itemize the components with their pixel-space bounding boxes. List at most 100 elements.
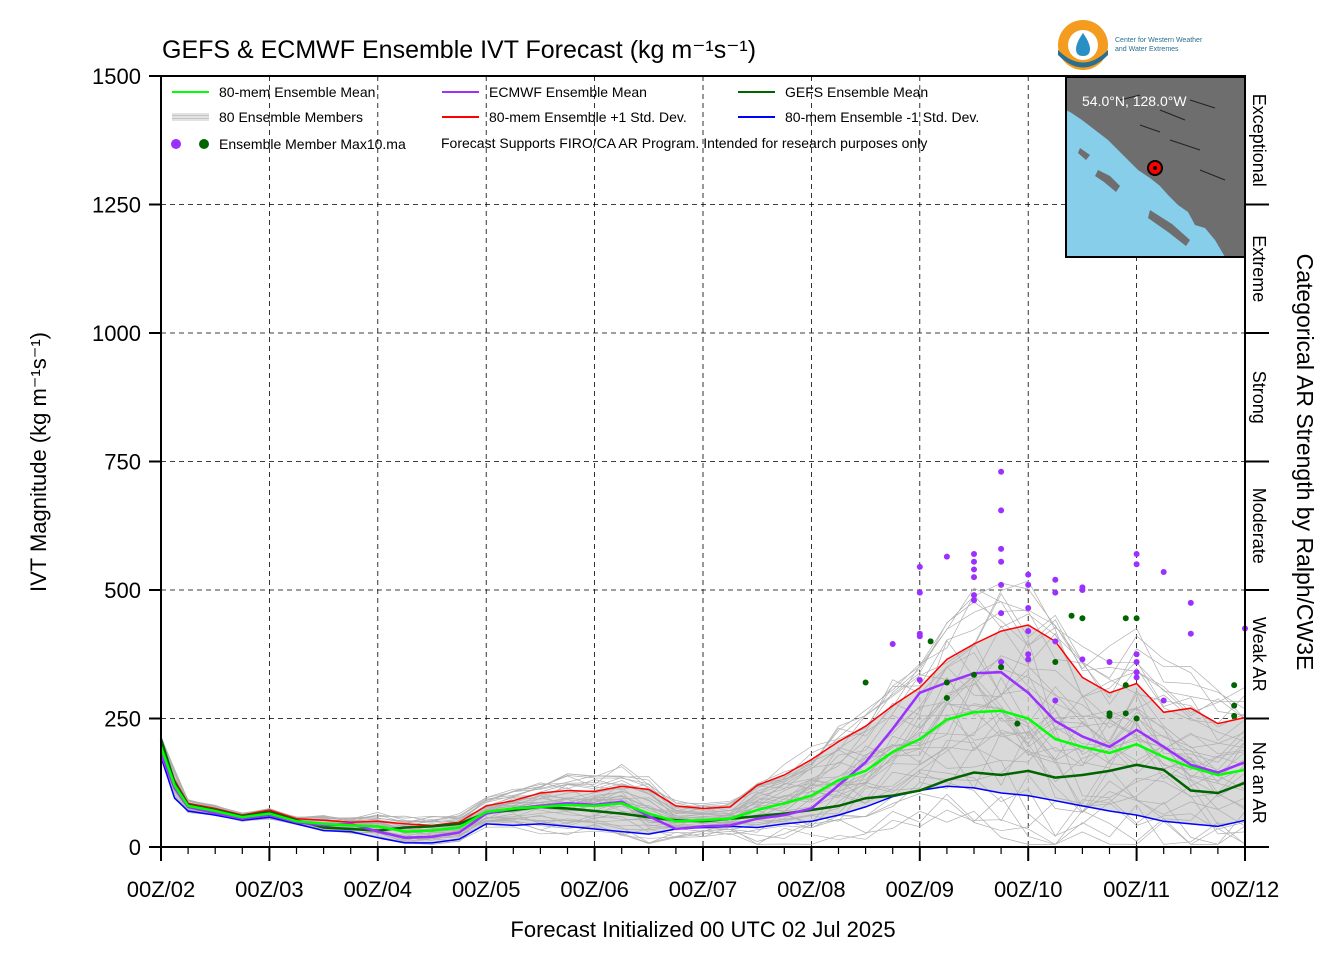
ecmwf-max-point [971, 597, 977, 604]
x-tick-label: 00Z/12 [1211, 877, 1280, 902]
legend-ecmwf-dot [171, 139, 181, 149]
ecmwf-max-point [971, 566, 977, 573]
ecmwf-max-point [998, 658, 1005, 665]
ecmwf-max-point [1052, 576, 1059, 583]
ecmwf-max-point [998, 545, 1005, 552]
y-tick-label: 1250 [92, 193, 141, 218]
category-label: Moderate [1249, 488, 1269, 564]
ecmwf-max-point [916, 589, 923, 596]
ecmwf-max-point [1079, 587, 1086, 593]
ar-categories: Not an AR Weak AR Moderate Strong Extreme Exc… [1245, 94, 1269, 848]
y-tick-label: 500 [104, 578, 141, 603]
x-tick-label: 00Z/09 [886, 877, 955, 902]
right-axis-label: Categorical AR Strength by Ralph/CW3E [1292, 254, 1318, 671]
legend-label: Ensemble Member Max10.ma [219, 136, 406, 152]
x-axis-label: Forecast Initialized 00 UTC 02 Jul 2025 [510, 917, 895, 942]
ecmwf-max-point [1052, 697, 1059, 704]
legend-label: 80-mem Ensemble -1 Std. Dev. [785, 109, 979, 125]
y-tick-label: 1000 [92, 321, 141, 346]
island [1078, 148, 1090, 160]
gefs-max-point [1079, 615, 1086, 622]
x-tick-label: 00Z/08 [777, 877, 846, 902]
gefs-max-point [1231, 682, 1238, 689]
legend-label: ECMWF Ensemble Mean [489, 84, 647, 100]
x-tick-label: 00Z/10 [994, 877, 1063, 902]
inset-map: 54.0°N, 128.0°W [1065, 76, 1246, 258]
gefs-max-point [1106, 710, 1113, 717]
y-axis-label: IVT Magnitude (kg m⁻¹s⁻¹) [26, 332, 51, 592]
ecmwf-max-point [1160, 569, 1167, 576]
legend: 80-mem Ensemble Mean ECMWF Ensemble Mean G… [171, 84, 979, 152]
water-drop-icon [1076, 33, 1090, 56]
gefs-max-point [1231, 702, 1238, 709]
research-note: Forecast Supports FIRO/CA AR Program. In… [441, 135, 927, 151]
gefs-max-point [998, 664, 1005, 671]
ecmwf-max-point [943, 553, 950, 560]
gefs-max-point [1231, 712, 1238, 719]
ecmwf-max-point [889, 640, 896, 647]
member-line [160, 601, 1246, 825]
ecmwf-max-point [971, 558, 977, 565]
ecmwf-max-point [1106, 658, 1113, 665]
ecmwf-max-point [971, 574, 977, 581]
ecmwf-max-point [1052, 589, 1059, 596]
category-label: Extreme [1249, 235, 1269, 302]
ecmwf-max-point [1160, 697, 1167, 704]
member-line [160, 746, 1246, 844]
grid-lines [161, 76, 1245, 847]
x-tick-label: 00Z/05 [452, 877, 521, 902]
gefs-max-point [1122, 615, 1129, 622]
ecmwf-max-point [916, 563, 923, 570]
gefs-max-point [971, 671, 977, 678]
ecmwf-max-point [1052, 638, 1059, 645]
ecmwf-max-point [1187, 599, 1194, 606]
gefs-max-point [1014, 720, 1021, 727]
ecmwf-max-point [1133, 674, 1140, 681]
ecmwf-max-point [1079, 656, 1086, 663]
ecmwf-max-point [1133, 669, 1140, 676]
x-tick-label: 00Z/07 [669, 877, 738, 902]
x-tick-label: 00Z/11 [1103, 877, 1170, 902]
ecmwf-max-point [1187, 630, 1194, 637]
ecmwf-max-point [1025, 571, 1032, 578]
legend-label: GEFS Ensemble Mean [785, 84, 928, 100]
ecmwf-max-point [916, 633, 923, 640]
legend-label: 80-mem Ensemble +1 Std. Dev. [489, 109, 687, 125]
gefs-max-point [1133, 615, 1140, 622]
island [1148, 210, 1190, 246]
y-tick-label: 750 [104, 450, 141, 475]
ecmwf-max-point [998, 507, 1005, 514]
series-line [160, 624, 1246, 827]
ecmwf-max-point [971, 551, 977, 558]
member-line [160, 601, 1246, 823]
y-tick-label: 1500 [92, 64, 141, 89]
gefs-max-point [927, 638, 934, 645]
ecmwf-max-point [916, 676, 923, 683]
ecmwf-max-point [971, 592, 977, 599]
member-line [160, 609, 1246, 821]
gefs-max-point [1052, 658, 1059, 665]
logo-line-1: Center for Western Weather [1115, 37, 1203, 44]
ecmwf-max-point [1025, 581, 1032, 588]
mean-lines [159, 624, 1246, 844]
cw3e-logo: Center for Western Weather and Water Ext… [1058, 20, 1203, 70]
y-tick-label: 0 [129, 835, 141, 860]
ecmwf-max-point [1133, 551, 1140, 558]
legend-label: 80 Ensemble Members [219, 109, 363, 125]
x-tick-label: 00Z/04 [344, 877, 413, 902]
ecmwf-max-point [1025, 628, 1032, 635]
x-tick-label: 00Z/06 [560, 877, 629, 902]
x-tick-label: 00Z/03 [235, 877, 304, 902]
gefs-max-point [1133, 715, 1140, 722]
category-label: Weak AR [1249, 617, 1269, 692]
y-tick-label: 250 [104, 707, 141, 732]
legend-label: 80-mem Ensemble Mean [219, 84, 375, 100]
legend-gefs-dot [199, 139, 209, 149]
series-line [159, 709, 1246, 833]
gefs-max-point [1122, 682, 1129, 689]
category-label: Not an AR [1249, 742, 1269, 824]
x-tick-label: 00Z/02 [127, 877, 196, 902]
gefs-max-point [1122, 710, 1129, 717]
member-line [160, 580, 1246, 822]
